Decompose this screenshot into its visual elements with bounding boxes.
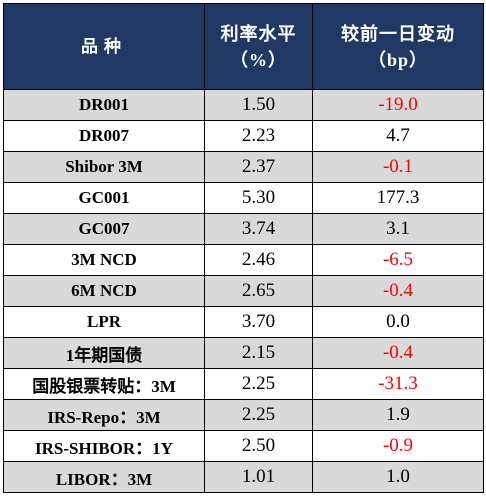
variety-cell: LIBOR：3M (3, 461, 205, 493)
table-row: IRS-SHIBOR：1Y 2.50 -0.9 (3, 430, 484, 462)
change-cell: -0.4 (312, 337, 484, 369)
variety-cell: DR001 (3, 89, 205, 121)
variety-cell: GC001 (3, 182, 205, 214)
header-row: 品种 利率水平 （%） 较前一日变动 （bp） (3, 3, 484, 90)
rate-cell: 1.01 (204, 461, 313, 493)
variety-cell: 6M NCD (3, 275, 205, 307)
change-cell: -6.5 (312, 244, 484, 276)
variety-cell: LPR (3, 306, 205, 338)
table-row: LPR 3.70 0.0 (3, 306, 484, 338)
rate-cell: 2.25 (204, 368, 313, 400)
variety-cell: DR007 (3, 120, 205, 152)
rates-table-container: 品种 利率水平 （%） 较前一日变动 （bp） DR001 1.50 -19.0 DR… (3, 3, 484, 493)
rate-cell: 2.65 (204, 275, 313, 307)
table-row: IRS-Repo：3M 2.25 1.9 (3, 399, 484, 431)
header-daily-change-label: 较前一日变动 (341, 23, 455, 44)
header-daily-change: 较前一日变动 （bp） (312, 3, 484, 90)
change-cell: 1.0 (312, 461, 484, 493)
rate-cell: 2.50 (204, 430, 313, 462)
rate-cell: 2.23 (204, 120, 313, 152)
change-cell: 4.7 (312, 120, 484, 152)
variety-cell: GC007 (3, 213, 205, 245)
variety-cell: IRS-SHIBOR：1Y (3, 430, 205, 462)
table-row: GC001 5.30 177.3 (3, 182, 484, 214)
table-row: 6M NCD 2.65 -0.4 (3, 275, 484, 307)
variety-cell: 3M NCD (3, 244, 205, 276)
rate-cell: 2.37 (204, 151, 313, 183)
table-row: Shibor 3M 2.37 -0.1 (3, 151, 484, 183)
change-cell: 1.9 (312, 399, 484, 431)
rate-cell: 2.15 (204, 337, 313, 369)
header-rate-level-unit: （%） (230, 49, 287, 70)
table-row: LIBOR：3M 1.01 1.0 (3, 461, 484, 493)
variety-cell: 国股银票转贴：3M (3, 368, 205, 400)
table-header: 品种 利率水平 （%） 较前一日变动 （bp） (3, 3, 484, 90)
table-body: DR001 1.50 -19.0 DR007 2.23 4.7 Shibor 3M 2.37-… (3, 89, 484, 493)
change-cell: -0.4 (312, 275, 484, 307)
rate-cell: 2.46 (204, 244, 313, 276)
table-row: DR001 1.50 -19.0 (3, 89, 484, 121)
change-cell: 3.1 (312, 213, 484, 245)
rate-cell: 3.70 (204, 306, 313, 338)
header-rate-level: 利率水平 （%） (204, 3, 313, 90)
change-cell: 177.3 (312, 182, 484, 214)
variety-cell: 1年期国债 (3, 337, 205, 369)
rate-cell: 3.74 (204, 213, 313, 245)
table-row: DR007 2.23 4.7 (3, 120, 484, 152)
table-row: 3M NCD 2.46 -6.5 (3, 244, 484, 276)
table-row: GC007 3.74 3.1 (3, 213, 484, 245)
rate-cell: 1.50 (204, 89, 313, 121)
table-row: 1年期国债 2.15 -0.4 (3, 337, 484, 369)
rate-cell: 5.30 (204, 182, 313, 214)
change-cell: -19.0 (312, 89, 484, 121)
variety-cell: Shibor 3M (3, 151, 205, 183)
rates-table: 品种 利率水平 （%） 较前一日变动 （bp） DR001 1.50 -19.0 DR… (3, 3, 484, 493)
change-cell: -0.9 (312, 430, 484, 462)
variety-cell: IRS-Repo：3M (3, 399, 205, 431)
header-rate-level-label: 利率水平 (220, 23, 297, 44)
change-cell: -31.3 (312, 368, 484, 400)
header-daily-change-unit: （bp） (367, 49, 429, 70)
table-row: 国股银票转贴：3M 2.25 -31.3 (3, 368, 484, 400)
rate-cell: 2.25 (204, 399, 313, 431)
header-variety: 品种 (3, 3, 205, 90)
change-cell: -0.1 (312, 151, 484, 183)
change-cell: 0.0 (312, 306, 484, 338)
